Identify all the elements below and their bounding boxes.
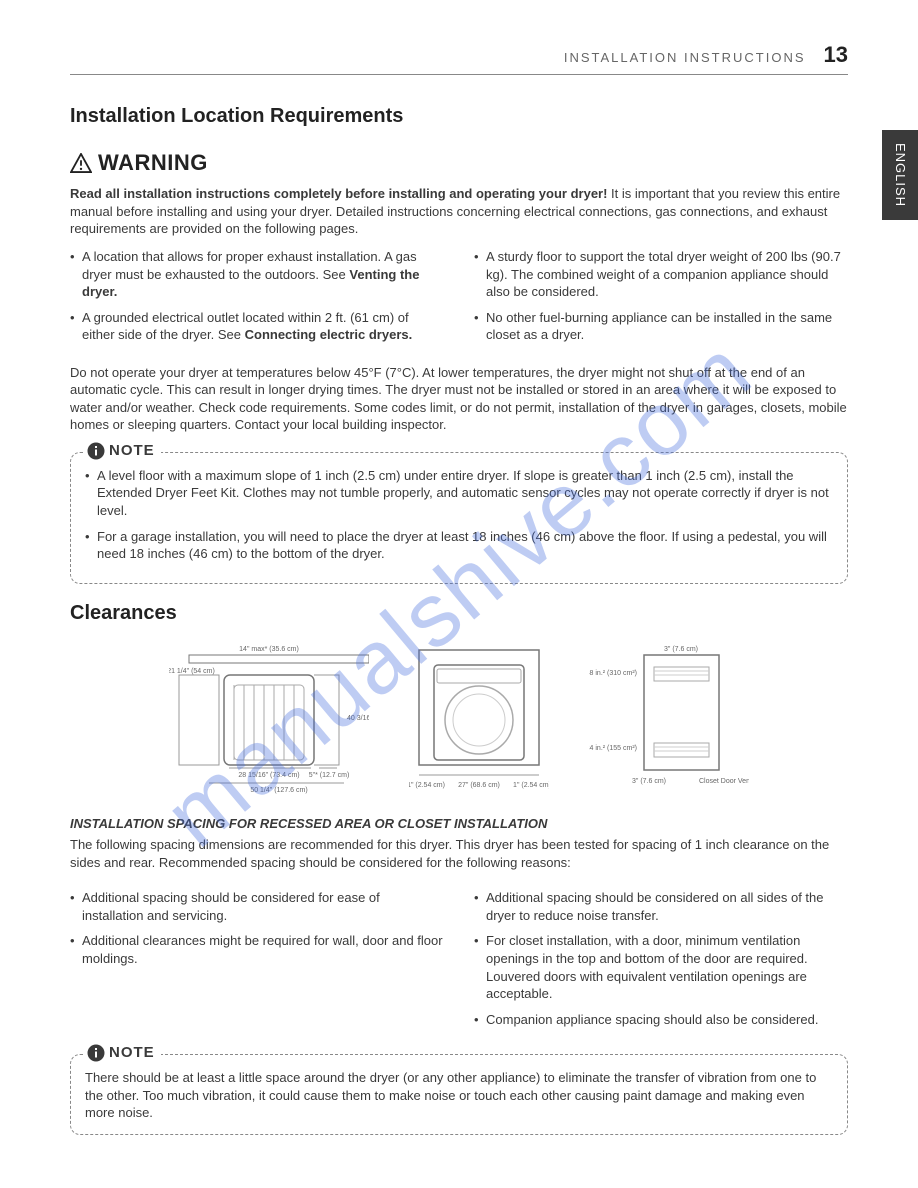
- note-heading: NOTE: [85, 1043, 161, 1063]
- svg-text:27" (68.6 cm): 27" (68.6 cm): [458, 782, 500, 789]
- language-tab: ENGLISH: [882, 130, 918, 220]
- bullet-item: Additional spacing should be considered …: [70, 889, 444, 924]
- svg-text:3" (7.6 cm): 3" (7.6 cm): [632, 778, 666, 785]
- note-body: There should be at least a little space …: [85, 1069, 833, 1122]
- note-box-level: NOTE A level floor with a maximum slope …: [70, 452, 848, 584]
- page-number: 13: [824, 40, 848, 70]
- warning-triangle-icon: [70, 153, 92, 173]
- svg-text:40 3/16" (102 cm): 40 3/16" (102 cm): [347, 715, 369, 722]
- spacing-body: The following spacing dimensions are rec…: [70, 836, 848, 871]
- svg-text:Closet Door Vent Requirements: Closet Door Vent Requirements: [699, 778, 749, 785]
- spacing-bullets: Additional spacing should be considered …: [70, 889, 848, 1036]
- section-title-location: Installation Location Requirements: [70, 103, 848, 130]
- warning-label: WARNING: [98, 148, 208, 178]
- svg-text:1" (2.54 cm): 1" (2.54 cm): [513, 782, 549, 789]
- svg-text:50 1/4" (127.6 cm): 50 1/4" (127.6 cm): [250, 787, 307, 794]
- bullet-item: Additional clearances might be required …: [70, 932, 444, 967]
- warning-intro-bold: Read all installation instructions compl…: [70, 186, 607, 201]
- svg-text:21 1/4" (54 cm): 21 1/4" (54 cm): [169, 668, 215, 675]
- svg-text:3" (7.6 cm): 3" (7.6 cm): [664, 646, 698, 653]
- bullet-item: A grounded electrical outlet located wit…: [70, 309, 444, 344]
- note-item: For a garage installation, you will need…: [85, 528, 833, 563]
- bullet-item: Additional spacing should be considered …: [474, 889, 848, 924]
- svg-text:48 in.² (310 cm²): 48 in.² (310 cm²): [589, 670, 637, 677]
- spacing-subheading: INSTALLATION SPACING FOR RECESSED AREA O…: [70, 815, 848, 833]
- svg-text:1" (2.54 cm): 1" (2.54 cm): [409, 782, 445, 789]
- bullet-item: A location that allows for proper exhaus…: [70, 248, 444, 301]
- bullet-item: A sturdy floor to support the total drye…: [474, 248, 848, 301]
- svg-text:24 in.² (155 cm²): 24 in.² (155 cm²): [589, 745, 637, 752]
- location-bullets: A location that allows for proper exhaus…: [70, 248, 848, 352]
- header-label: INSTALLATION INSTRUCTIONS: [564, 49, 806, 67]
- svg-text:28 15/16" (73.4 cm): 28 15/16" (73.4 cm): [238, 772, 299, 779]
- note-item: A level floor with a maximum slope of 1 …: [85, 467, 833, 520]
- svg-text:5"* (12.7 cm): 5"* (12.7 cm): [309, 772, 350, 779]
- bullet-item: Companion appliance spacing should also …: [474, 1011, 848, 1029]
- note-heading: NOTE: [85, 441, 161, 461]
- svg-text:14" max* (35.6 cm): 14" max* (35.6 cm): [239, 646, 299, 653]
- bullet-continuation: For closet installation, with a door, mi…: [474, 932, 848, 1002]
- note-info-icon: [87, 442, 105, 460]
- section-title-clearances: Clearances: [70, 600, 848, 627]
- note-info-icon: [87, 1044, 105, 1062]
- page-header: INSTALLATION INSTRUCTIONS 13: [70, 40, 848, 75]
- diagram-front-view: 1" (2.54 cm) 27" (68.6 cm) 1" (2.54 cm): [409, 645, 549, 795]
- bullet-item: No other fuel-burning appliance can be i…: [474, 309, 848, 344]
- diagram-side-view: 14" max* (35.6 cm) 21 1/4" (54 cm) 40 3/…: [169, 645, 369, 795]
- temperature-paragraph: Do not operate your dryer at temperature…: [70, 364, 848, 434]
- warning-intro: Read all installation instructions compl…: [70, 185, 848, 238]
- note-label: NOTE: [109, 441, 155, 461]
- diagram-closet-door: 3" (7.6 cm) 48 in.² (310 cm²) 24 in.² (1…: [589, 645, 749, 795]
- note-label: NOTE: [109, 1043, 155, 1063]
- clearance-diagrams: 14" max* (35.6 cm) 21 1/4" (54 cm) 40 3/…: [70, 645, 848, 795]
- note-box-vibration: NOTE There should be at least a little s…: [70, 1054, 848, 1135]
- warning-heading: WARNING: [70, 148, 848, 178]
